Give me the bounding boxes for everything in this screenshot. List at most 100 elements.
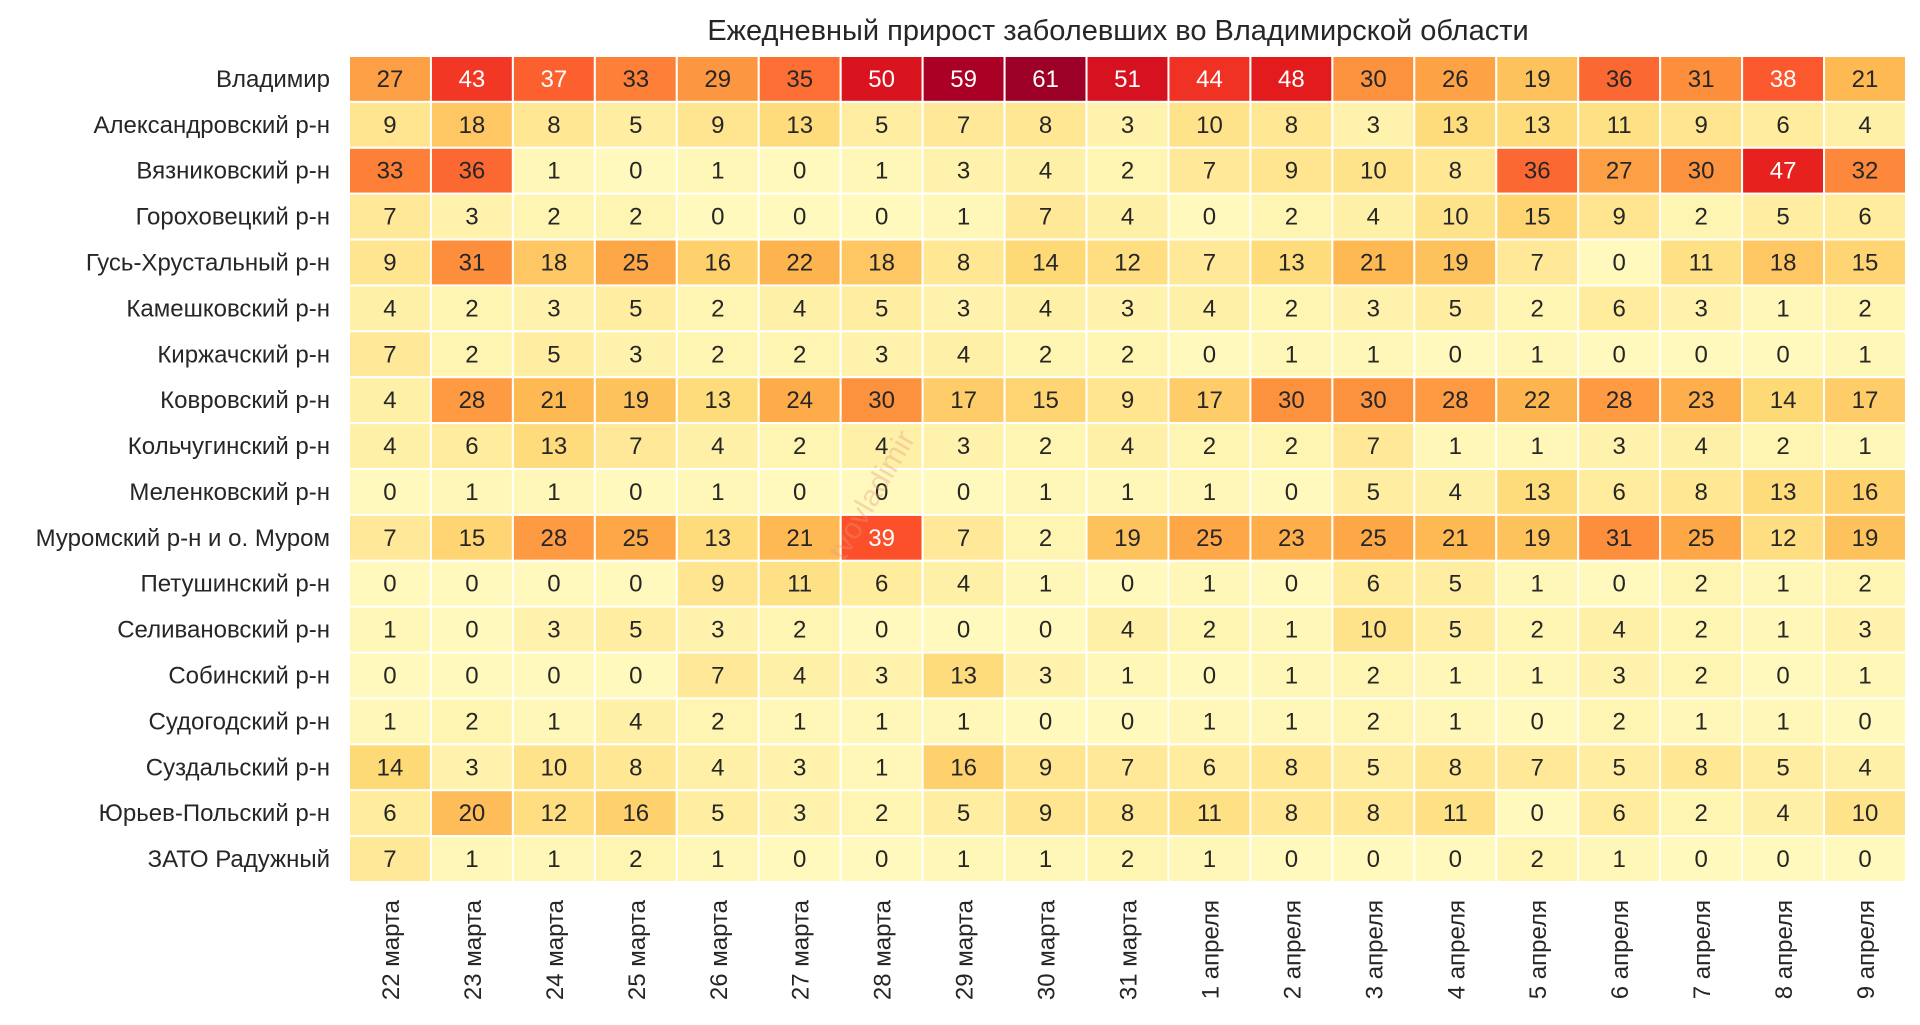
cell-value-label: 2 xyxy=(1531,295,1544,322)
cell-value-label: 12 xyxy=(1770,525,1797,552)
heatmap-cell xyxy=(1577,192,1662,241)
cell-value-label: 2 xyxy=(1203,433,1216,460)
heatmap-cell xyxy=(921,146,1006,195)
cell-value-label: 2 xyxy=(711,341,724,368)
heatmap-cell xyxy=(1823,789,1907,838)
cell-value-label: 9 xyxy=(1039,754,1052,781)
row-label: Кольчугинский р-н xyxy=(128,433,330,460)
cell-value-label: 3 xyxy=(793,800,806,827)
heatmap-cell xyxy=(511,422,596,471)
cell-value-label: 7 xyxy=(383,204,396,231)
heatmap-cell xyxy=(348,55,432,103)
column-label: 1 апреля xyxy=(1197,900,1224,999)
heatmap-cell xyxy=(1167,651,1252,700)
heatmap-cell xyxy=(1331,743,1416,792)
column-label: 7 апреля xyxy=(1689,900,1716,999)
heatmap-cell xyxy=(921,513,1006,562)
heatmap-cell xyxy=(1577,559,1662,608)
heatmap-cell xyxy=(1577,468,1662,516)
cell-value-label: 14 xyxy=(377,754,404,781)
heatmap-cell xyxy=(1085,284,1170,333)
cell-value-label: 13 xyxy=(704,525,731,552)
cell-value-label: 3 xyxy=(793,754,806,781)
heatmap-cell xyxy=(1495,376,1580,425)
cell-value-label: 0 xyxy=(1531,708,1544,735)
cell-value-label: 36 xyxy=(459,158,486,185)
heatmap-cell xyxy=(1331,605,1416,654)
cell-value-label: 0 xyxy=(465,571,478,598)
cell-value-label: 3 xyxy=(1613,433,1626,460)
cell-value-label: 2 xyxy=(1858,295,1871,322)
cell-value-label: 2 xyxy=(1367,663,1380,690)
heatmap-cell xyxy=(1823,559,1907,608)
cell-value-label: 2 xyxy=(1039,341,1052,368)
cell-value-label: 1 xyxy=(957,708,970,735)
cell-value-label: 19 xyxy=(1114,525,1141,552)
cell-value-label: 9 xyxy=(1613,204,1626,231)
cell-value-label: 4 xyxy=(1367,204,1380,231)
heatmap-cell xyxy=(1659,284,1744,333)
heatmap-cell xyxy=(839,513,924,562)
cell-value-label: 1 xyxy=(383,708,396,735)
cell-value-label: 17 xyxy=(1852,387,1879,414)
heatmap-cell xyxy=(348,789,432,838)
cell-value-label: 1 xyxy=(1203,708,1216,735)
heatmap-cell xyxy=(1741,559,1826,608)
heatmap-cell xyxy=(675,605,760,654)
cell-value-label: 1 xyxy=(1285,663,1298,690)
cell-value-label: 2 xyxy=(629,846,642,873)
heatmap-cell xyxy=(1495,605,1580,654)
cell-value-label: 8 xyxy=(1285,800,1298,827)
row-label: Ковровский р-н xyxy=(160,387,330,414)
cell-value-label: 1 xyxy=(1449,708,1462,735)
heatmap-cell xyxy=(1331,651,1416,700)
heatmap-cell xyxy=(1167,835,1252,883)
heatmap-cell xyxy=(1577,376,1662,425)
cell-value-label: 2 xyxy=(1285,204,1298,231)
cell-value-label: 35 xyxy=(786,66,813,93)
cell-value-label: 33 xyxy=(377,158,404,185)
cell-value-label: 1 xyxy=(1285,617,1298,644)
cell-value-label: 61 xyxy=(1032,66,1059,93)
cell-value-label: 7 xyxy=(1367,433,1380,460)
cell-value-label: 0 xyxy=(1858,708,1871,735)
heatmap-cell xyxy=(511,468,596,516)
column-label: 26 марта xyxy=(706,899,733,1000)
cell-value-label: 5 xyxy=(1776,754,1789,781)
cell-value-label: 2 xyxy=(1531,846,1544,873)
heatmap-cell xyxy=(1249,192,1334,241)
cell-value-label: 2 xyxy=(1858,571,1871,598)
heatmap-cell xyxy=(1495,835,1580,883)
heatmap-cell xyxy=(1167,192,1252,241)
cell-value-label: 10 xyxy=(1360,617,1387,644)
cell-value-label: 1 xyxy=(1776,617,1789,644)
heatmap-cell xyxy=(839,330,924,379)
heatmap-cell xyxy=(757,651,842,700)
cell-value-label: 13 xyxy=(1442,112,1469,139)
cell-value-label: 2 xyxy=(1776,433,1789,460)
column-label: 24 марта xyxy=(542,899,569,1000)
heatmap-cell xyxy=(1577,789,1662,838)
heatmap-cell xyxy=(1413,835,1498,883)
cell-value-label: 3 xyxy=(875,663,888,690)
heatmap-cell xyxy=(1659,513,1744,562)
heatmap-cell xyxy=(511,651,596,700)
cell-value-label: 4 xyxy=(1203,295,1216,322)
cell-value-label: 7 xyxy=(957,525,970,552)
cell-value-label: 21 xyxy=(1360,250,1387,277)
cell-value-label: 8 xyxy=(1367,800,1380,827)
cell-value-label: 5 xyxy=(875,112,888,139)
heatmap-cell xyxy=(348,697,432,746)
cell-value-label: 6 xyxy=(383,800,396,827)
heatmap-cell xyxy=(921,559,1006,608)
cell-value-label: 2 xyxy=(465,341,478,368)
cell-value-label: 5 xyxy=(629,295,642,322)
cell-value-label: 4 xyxy=(383,433,396,460)
cell-value-label: 5 xyxy=(957,800,970,827)
column-label: 30 марта xyxy=(1034,899,1061,1000)
cell-value-label: 12 xyxy=(541,800,568,827)
column-label: 25 марта xyxy=(624,899,651,1000)
heatmap-cell xyxy=(1413,55,1498,103)
cell-value-label: 50 xyxy=(868,66,895,93)
cell-value-label: 0 xyxy=(1367,846,1380,873)
